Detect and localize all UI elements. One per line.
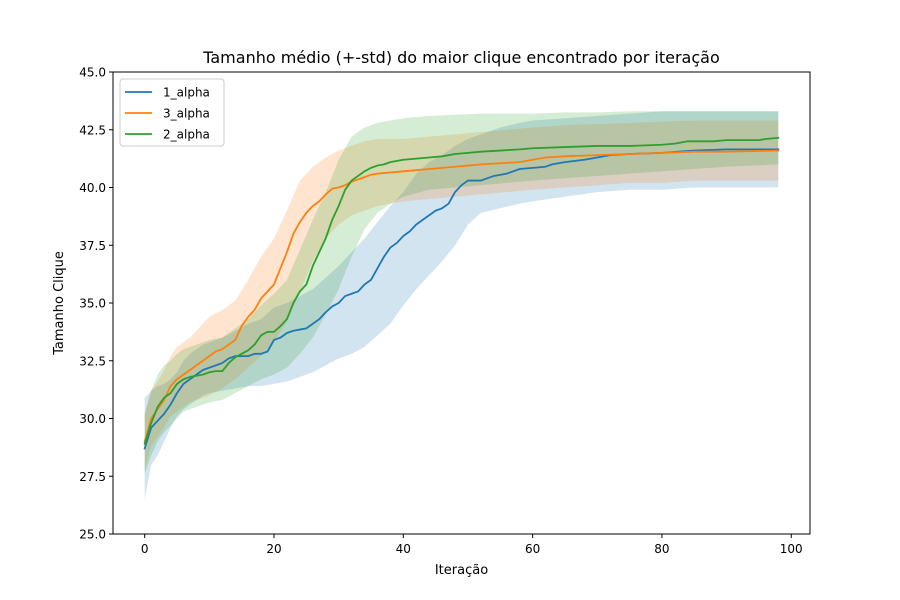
x-tick-label: 60 <box>525 542 540 556</box>
std-band-3_alpha <box>144 120 779 470</box>
y-tick-label: 45.0 <box>79 66 106 80</box>
y-axis-ticks: 25.0 27.5 30.0 32.5 35.0 37.5 40.0 42.5 45.0 <box>79 66 113 542</box>
legend-label-1_alpha: 1_alpha <box>163 86 210 100</box>
std-band-2_alpha <box>144 111 779 474</box>
chart-title: Tamanho médio (+-std) do maior clique en… <box>202 48 719 67</box>
y-tick-label: 25.0 <box>79 528 106 542</box>
y-tick-label: 30.0 <box>79 412 106 426</box>
y-axis-label: Tamanho Clique <box>52 251 67 356</box>
x-tick-label: 0 <box>141 542 149 556</box>
legend: 1_alpha 3_alpha 2_alpha <box>119 78 225 147</box>
series-line-3_alpha <box>143 149 780 443</box>
y-tick-label: 35.0 <box>79 297 106 311</box>
y-tick-label: 37.5 <box>79 239 106 253</box>
y-tick-label: 42.5 <box>79 123 106 137</box>
x-axis-ticks: 0 20 40 60 80 100 <box>141 534 803 556</box>
legend-box <box>119 78 225 147</box>
series-line-1_alpha <box>143 148 780 450</box>
series-lines <box>143 136 780 450</box>
series-line-2_alpha <box>143 136 780 446</box>
y-tick-label: 40.0 <box>79 181 106 195</box>
x-tick-label: 20 <box>266 542 281 556</box>
legend-label-3_alpha: 3_alpha <box>163 107 210 121</box>
x-tick-label: 80 <box>654 542 669 556</box>
legend-label-2_alpha: 2_alpha <box>163 128 210 142</box>
x-axis-label: Iteração <box>435 563 488 578</box>
x-tick-label: 100 <box>780 542 803 556</box>
x-tick-label: 40 <box>396 542 411 556</box>
y-tick-label: 27.5 <box>79 470 106 484</box>
y-tick-label: 32.5 <box>79 354 106 368</box>
